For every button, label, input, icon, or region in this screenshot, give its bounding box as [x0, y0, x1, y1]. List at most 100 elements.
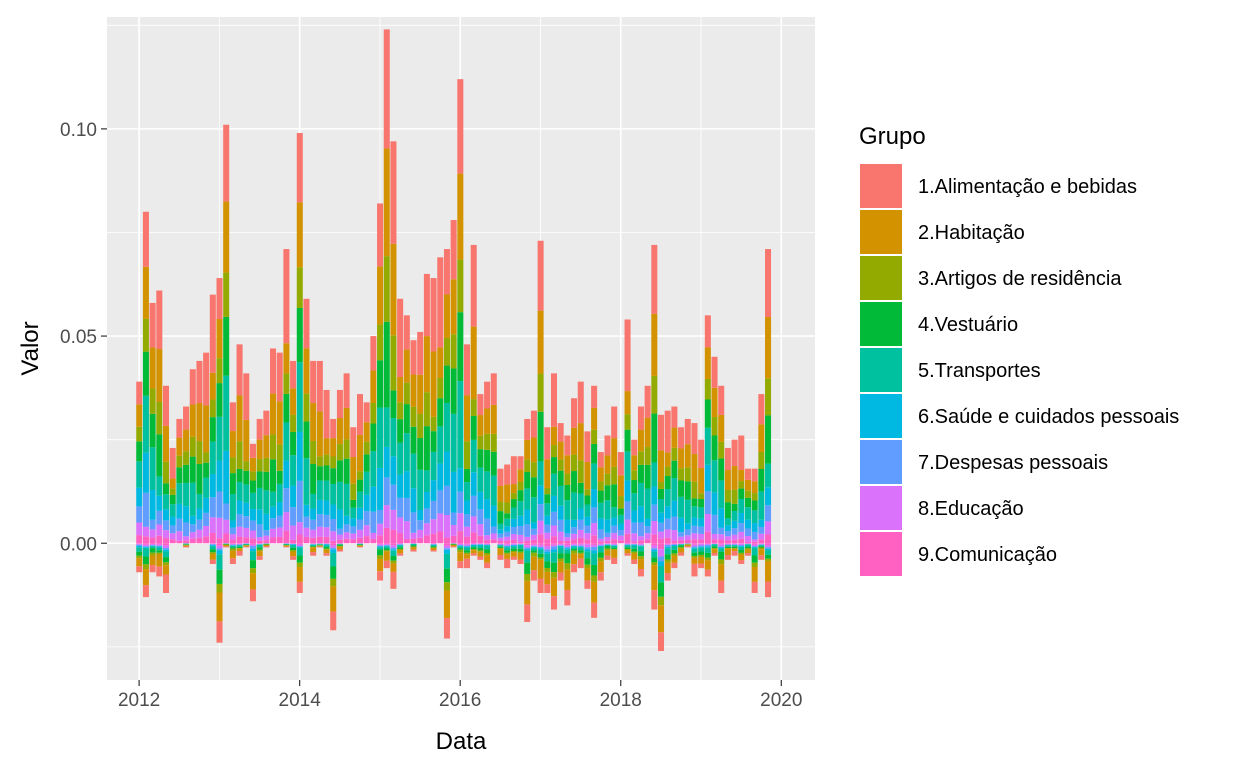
bar-segment-pos: [156, 535, 163, 544]
bar-segment-neg: [577, 554, 584, 559]
bar-segment-neg: [249, 546, 256, 549]
bar-segment-neg: [637, 559, 644, 569]
bar-segment-pos: [631, 541, 638, 544]
axis-ticks: 2012 2014 2016 2018 2020 0.00 0.05 0.10: [60, 120, 802, 711]
bar-segment-pos: [417, 331, 424, 375]
bar-segment-neg: [209, 549, 216, 553]
bar-segment-pos: [611, 507, 618, 518]
bar-segment-pos: [497, 523, 504, 530]
bar-segment-pos: [276, 401, 283, 445]
bar-segment-pos: [156, 510, 163, 525]
bar-segment-pos: [564, 473, 571, 485]
bar-segment-pos: [671, 500, 678, 517]
bar-segment-pos: [383, 256, 390, 322]
bar-segment-pos: [223, 519, 230, 534]
bar-segment-pos: [550, 473, 557, 496]
bar-segment-neg: [664, 544, 671, 546]
bar-segment-pos: [149, 347, 156, 389]
bar-segment-pos: [430, 533, 437, 544]
bar-segment-pos: [310, 360, 317, 404]
bar-segment-pos: [497, 541, 504, 544]
bar-segment-pos: [711, 514, 718, 534]
bar-segment-pos: [229, 457, 236, 474]
bar-segment-neg: [243, 543, 250, 545]
bar-segment-neg: [671, 555, 678, 563]
bar-segment-neg: [524, 543, 531, 546]
bar-segment-pos: [196, 537, 203, 544]
bar-segment-neg: [443, 545, 450, 549]
bar-segment-neg: [316, 544, 323, 546]
bar-segment-neg: [477, 544, 484, 546]
bar-segment-pos: [403, 404, 410, 434]
bar-segment-pos: [417, 413, 424, 439]
bar-segment-pos: [711, 533, 718, 540]
bar-segment-pos: [504, 464, 511, 485]
bar-segment-neg: [249, 560, 256, 569]
bar-segment-pos: [443, 249, 450, 295]
bar-segment-neg: [216, 545, 223, 549]
bar-segment-neg: [517, 548, 524, 552]
legend-label: 2.Habitação: [918, 222, 1025, 244]
bar-segment-neg: [136, 544, 143, 546]
bar-segment-neg: [263, 543, 270, 545]
bar-segment-pos: [744, 507, 751, 520]
bar-segment-pos: [156, 495, 163, 511]
bar-segment-pos: [691, 423, 698, 454]
bar-segment-neg: [658, 561, 665, 566]
bar-segment-pos: [270, 537, 277, 544]
bar-segment-neg: [704, 546, 711, 548]
bar-segment-pos: [731, 520, 738, 529]
bar-segment-pos: [711, 539, 718, 544]
bar-segment-pos: [497, 533, 504, 538]
bar-segment-neg: [443, 553, 450, 569]
bar-segment-pos: [464, 526, 471, 537]
bar-segment-pos: [323, 480, 330, 501]
bar-segment-neg: [591, 546, 598, 551]
bar-segment-pos: [437, 398, 444, 427]
bar-segment-pos: [584, 539, 591, 544]
bar-segment-neg: [731, 548, 738, 549]
bar-segment-pos: [176, 483, 183, 504]
bar-segment-neg: [611, 557, 618, 564]
bar-segment-pos: [430, 451, 437, 481]
bar-segment-neg: [591, 564, 598, 576]
bar-segment-neg: [557, 545, 564, 548]
bar-segment-pos: [765, 249, 772, 318]
bar-segment-neg: [751, 547, 758, 556]
bar-segment-neg: [209, 554, 216, 560]
bar-segment-pos: [189, 538, 196, 544]
bar-segment-neg: [443, 582, 450, 591]
bar-segment-neg: [510, 543, 517, 545]
bar-segment-pos: [330, 418, 337, 439]
bar-segment-pos: [658, 488, 665, 499]
bar-segment-neg: [718, 564, 725, 581]
bar-segment-pos: [209, 441, 216, 474]
bar-segment-neg: [724, 543, 731, 545]
bar-segment-pos: [437, 490, 444, 514]
bar-segment-pos: [704, 531, 711, 544]
bar-segment-pos: [544, 494, 551, 504]
bar-segment-pos: [624, 451, 631, 481]
bar-segment-pos: [383, 29, 390, 149]
bar-segment-neg: [464, 554, 471, 559]
bar-segment-pos: [744, 497, 751, 508]
bar-segment-neg: [550, 562, 557, 573]
bar-segment-neg: [557, 572, 564, 581]
bar-segment-neg: [711, 552, 718, 556]
bar-segment-pos: [504, 518, 511, 527]
bar-segment-neg: [450, 546, 457, 548]
bar-segment-neg: [383, 545, 390, 547]
bar-segment-pos: [765, 505, 772, 522]
bar-segment-pos: [637, 522, 644, 537]
bar-segment-pos: [510, 526, 517, 535]
bar-segment-neg: [738, 545, 745, 547]
bar-segment-neg: [223, 543, 230, 545]
bar-segment-neg: [530, 550, 537, 553]
bar-segment-neg: [550, 577, 557, 597]
bar-segment-neg: [390, 571, 397, 589]
bar-segment-neg: [751, 562, 758, 568]
bar-segment-neg: [249, 573, 256, 590]
bar-segment-neg: [156, 543, 163, 545]
bar-segment-neg: [611, 549, 618, 550]
bar-segment-pos: [249, 471, 256, 481]
